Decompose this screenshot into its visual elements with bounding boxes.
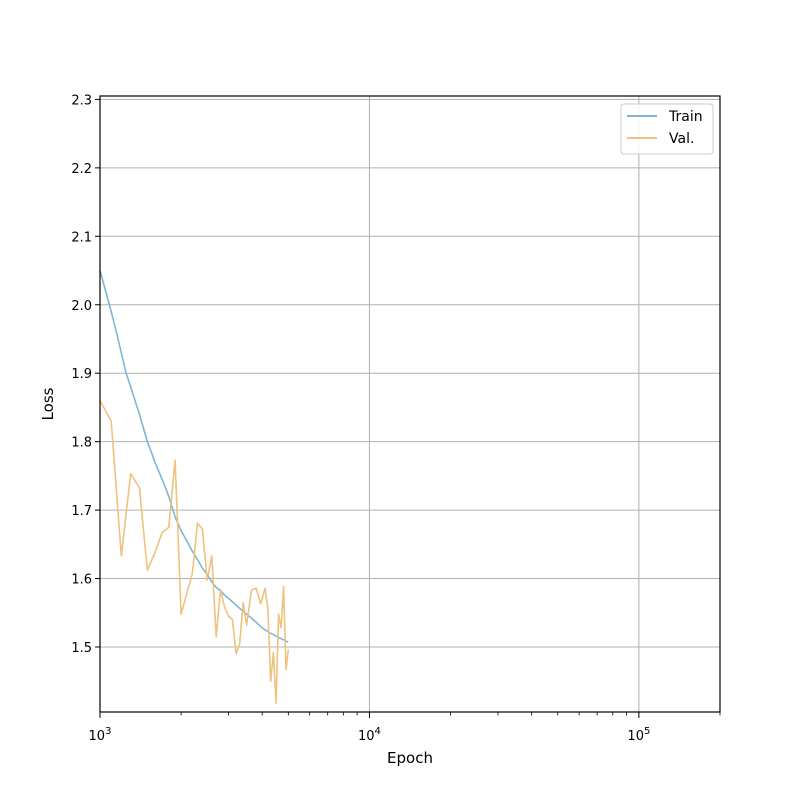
axis-ticks: 1.5 1.6 1.7 1.8 1.9 2.0 2.1 2.2 2.3 103 104 105 xyxy=(71,93,721,744)
y-tick-label: 1.5 xyxy=(71,641,92,656)
y-tick-label: 2.3 xyxy=(71,93,92,108)
legend: Train Val. xyxy=(620,103,714,155)
series-line-val xyxy=(99,400,290,704)
legend-label-val: Val. xyxy=(669,131,694,147)
x-tick-label: 104 xyxy=(358,726,381,744)
y-axis-label: Loss xyxy=(39,387,57,420)
y-tick-label: 2.1 xyxy=(71,230,92,245)
y-tick-label: 2.2 xyxy=(71,162,92,177)
y-tick-label: 2.0 xyxy=(71,299,92,314)
x-axis-label: Epoch xyxy=(387,749,433,767)
x-tick-label: 103 xyxy=(89,726,112,744)
x-tick-label: 105 xyxy=(627,726,650,744)
plot-area xyxy=(100,96,720,712)
y-tick-label: 1.9 xyxy=(71,367,92,382)
plot-frame xyxy=(99,95,721,713)
y-tick-label: 1.8 xyxy=(71,436,92,451)
legend-label-train: Train xyxy=(668,109,703,125)
y-tick-label: 1.7 xyxy=(71,504,92,519)
series-lines xyxy=(99,270,290,704)
y-tick-label: 1.6 xyxy=(71,573,92,588)
